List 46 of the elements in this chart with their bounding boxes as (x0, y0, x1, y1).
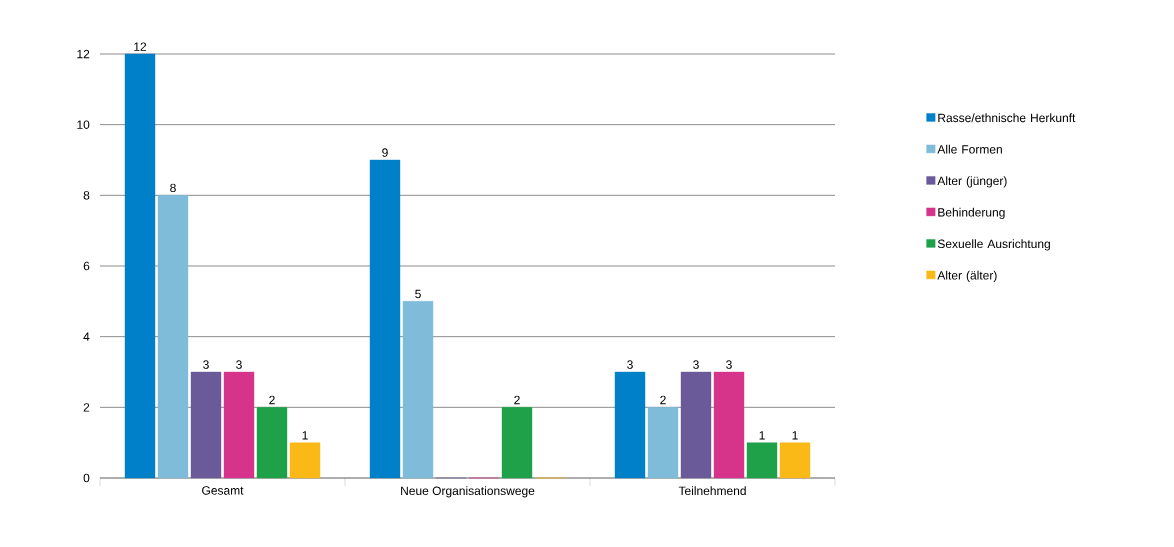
data-label: 3 (627, 360, 633, 369)
data-label: 1 (792, 431, 798, 440)
data-label: 2 (660, 395, 666, 405)
legend-label: Alle Formen (937, 144, 1002, 154)
legend-label: Alter (jünger) (937, 176, 1007, 188)
legend-label: Alter (älter) (937, 270, 997, 282)
y-tick-label: 4 (83, 332, 90, 341)
y-tick-label: 12 (77, 49, 90, 59)
bar (779, 442, 811, 479)
data-label: 1 (759, 431, 765, 440)
data-label: 8 (170, 183, 176, 193)
bar (369, 159, 401, 479)
bar (614, 371, 646, 479)
data-label: 9 (382, 148, 388, 157)
x-tick-label: Teilnehmend (678, 486, 746, 495)
bar (289, 442, 321, 479)
data-label: 2 (269, 395, 275, 405)
bar (501, 407, 533, 479)
data-label: 3 (203, 360, 209, 369)
data-label: 1 (302, 431, 308, 440)
x-tick-label: Gesamt (202, 486, 244, 495)
legend-label: Rasse/ethnische Herkunft (938, 113, 1076, 123)
data-label: 2 (514, 395, 520, 405)
bar (746, 442, 778, 479)
bar (647, 407, 679, 479)
legend-label: Behinderung (938, 207, 1005, 219)
y-tick-label: 0 (83, 473, 90, 483)
bar (157, 195, 189, 479)
y-tick-label: 10 (77, 120, 90, 129)
bar (223, 371, 255, 479)
data-label: 12 (134, 42, 147, 51)
data-label: 3 (726, 360, 732, 369)
y-tick-label: 8 (83, 191, 90, 200)
bar (402, 301, 434, 479)
bar (256, 407, 288, 479)
data-label: 3 (693, 360, 699, 369)
bar (713, 371, 745, 479)
data-label: 3 (236, 360, 242, 369)
y-tick-label: 6 (83, 261, 90, 271)
data-label: 5 (415, 289, 421, 299)
x-tick-label: Neue Organisationswege (401, 486, 535, 498)
y-tick-label: 2 (83, 403, 90, 412)
legend-label: Sexuelle Ausrichtung (937, 239, 1050, 251)
bar (190, 371, 222, 479)
bar (124, 53, 156, 479)
bar (680, 371, 712, 479)
